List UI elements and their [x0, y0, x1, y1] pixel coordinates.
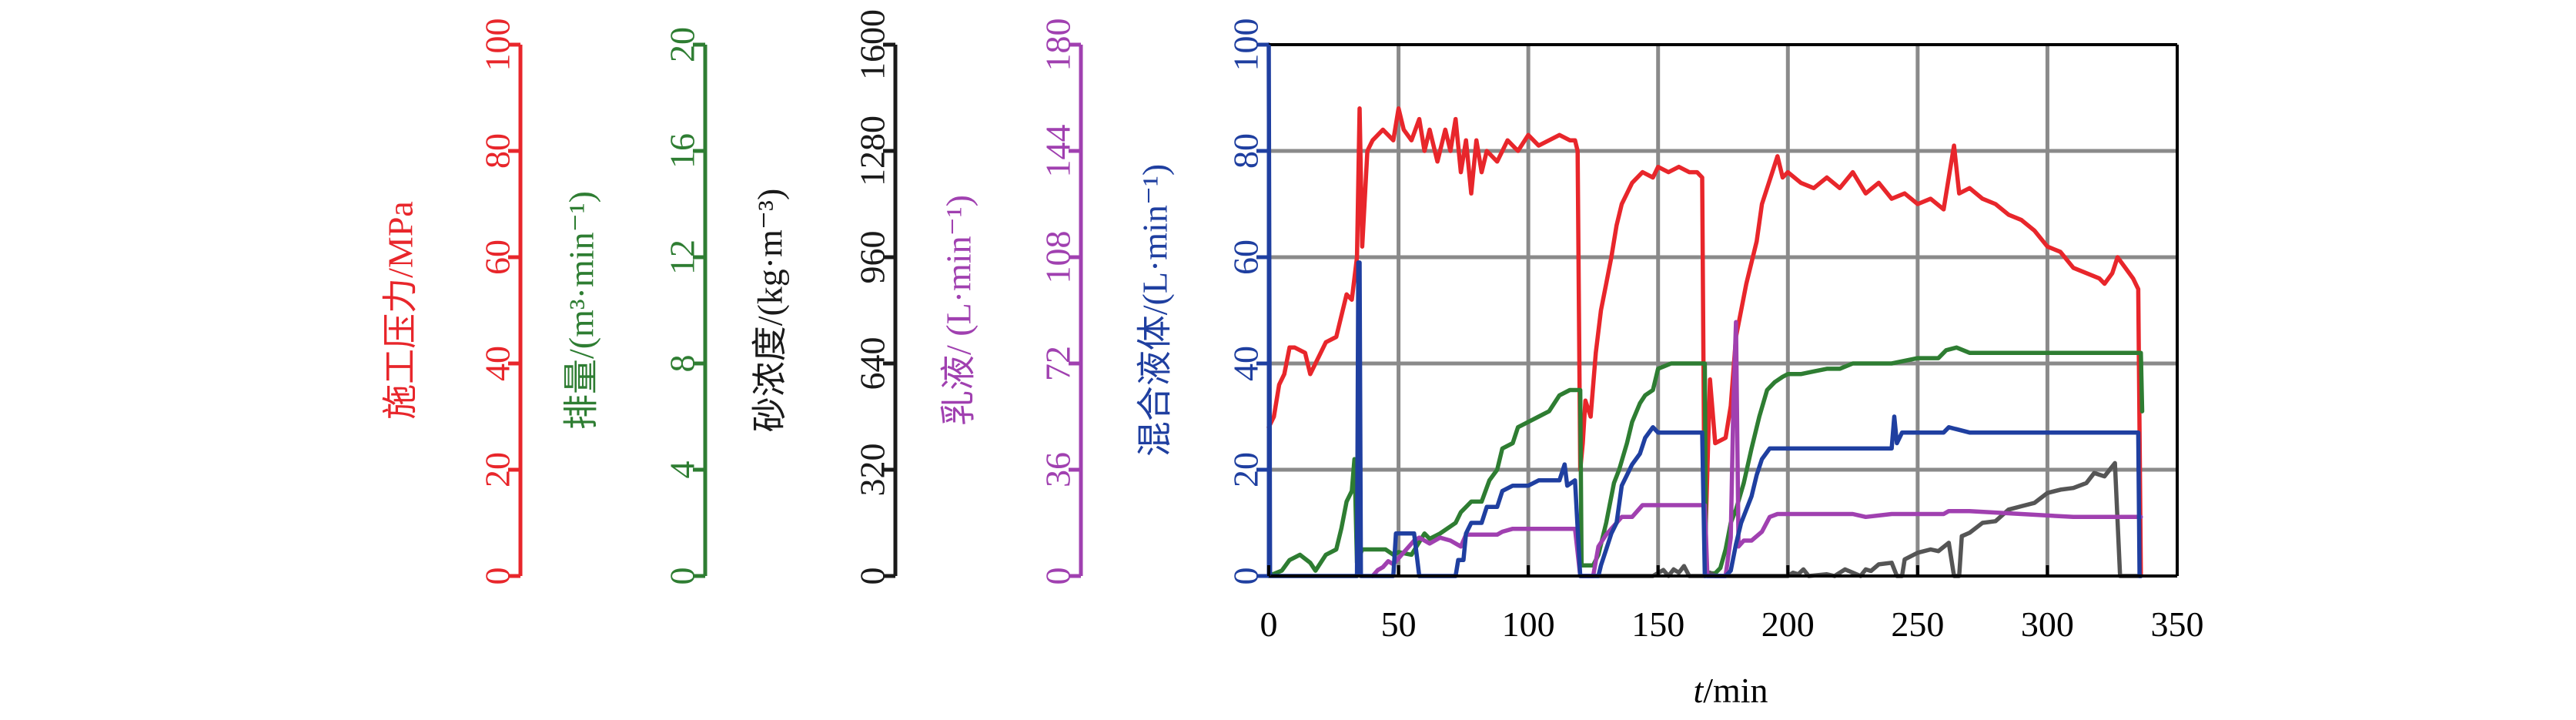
x-tick-label: 350: [2151, 604, 2204, 644]
x-axis: 0 50 100 150 200 250 300 350 t/min: [1260, 565, 2204, 710]
y-axis-sand: 0 320 640 960 1280 1600 砂浓度/(kg·m⁻³): [751, 9, 898, 585]
y-tick-label-emulsion: 36: [1039, 452, 1078, 487]
y-tick-label-sand: 1280: [853, 116, 892, 186]
y-axis-rate: 0 4 8 12 16 20 排量/(m³·min⁻¹): [562, 27, 708, 585]
x-tick-label: 300: [2021, 604, 2074, 644]
series-line-rate: [1266, 345, 2145, 578]
y-tick-label-rate: 20: [663, 27, 702, 62]
x-tick-label: 100: [1502, 604, 1555, 644]
series-line-blend: [1266, 42, 2143, 578]
y-tick-label-emulsion: 0: [1039, 568, 1078, 585]
y-tick-label-blend: 40: [1226, 346, 1266, 381]
y-tick-label-emulsion: 72: [1039, 346, 1078, 381]
y-axis-blend: 0 20 40 60 80 100 混合液体/(L·min⁻¹): [1136, 18, 1271, 585]
y-axis-pressure: 0 20 40 60 80 100 施工压力/MPa: [381, 18, 523, 585]
series-line-emulsion: [1370, 320, 2143, 578]
y-axis-emulsion: 0 36 72 108 144 180 乳液/ (L·min⁻¹): [939, 18, 1083, 585]
y-tick-label-sand: 320: [853, 444, 892, 497]
y-axis-title-emulsion: 乳液/ (L·min⁻¹): [939, 195, 979, 426]
y-tick-label-pressure: 20: [478, 452, 517, 487]
y-tick-label-blend: 80: [1226, 133, 1266, 169]
plot-frame: [1269, 43, 2179, 578]
y-tick-label-sand: 0: [853, 568, 892, 585]
y-tick-label-sand: 1600: [853, 9, 892, 80]
x-tick-label: 50: [1381, 604, 1417, 644]
y-tick-label-pressure: 100: [478, 18, 517, 72]
y-tick-label-rate: 8: [663, 355, 702, 373]
y-tick-label-blend: 60: [1226, 239, 1266, 275]
y-axis-title-pressure: 施工压力/MPa: [381, 201, 420, 420]
y-axis-title-blend: 混合液体/(L·min⁻¹): [1136, 164, 1175, 457]
y-tick-label-rate: 12: [663, 239, 702, 275]
series-line-sand: [1577, 460, 2143, 578]
y-tick-label-pressure: 60: [478, 239, 517, 275]
x-tick-label: 250: [1891, 604, 1944, 644]
y-axis-title-sand: 砂浓度/(kg·m⁻³): [751, 189, 790, 433]
y-tick-label-rate: 0: [663, 568, 702, 585]
y-tick-label-pressure: 40: [478, 346, 517, 381]
y-tick-label-pressure: 80: [478, 133, 517, 169]
y-axis-title-rate: 排量/(m³·min⁻¹): [562, 191, 601, 430]
y-tick-label-sand: 960: [853, 231, 892, 284]
y-tick-label-emulsion: 144: [1039, 125, 1078, 178]
x-tick-label: 150: [1631, 604, 1684, 644]
y-tick-label-blend: 100: [1226, 18, 1266, 72]
x-tick-label: 0: [1260, 604, 1278, 644]
series-line-pressure: [1266, 106, 2143, 578]
y-tick-label-rate: 16: [663, 133, 702, 169]
y-tick-label-pressure: 0: [478, 568, 517, 585]
y-tick-label-emulsion: 180: [1039, 18, 1078, 72]
y-tick-label-rate: 4: [663, 461, 702, 479]
y-tick-label-blend: 0: [1226, 568, 1266, 585]
y-tick-label-sand: 640: [853, 337, 892, 390]
y-tick-label-emulsion: 108: [1039, 231, 1078, 284]
x-tick-label: 200: [1761, 604, 1815, 644]
y-axes: 0 20 40 60 80 100 施工压力/MPa 0 4 8 12 16 20 排量/(m³·min⁻…: [381, 9, 1271, 585]
x-axis-title: t/min: [1693, 671, 1768, 710]
y-tick-label-blend: 20: [1226, 452, 1266, 487]
